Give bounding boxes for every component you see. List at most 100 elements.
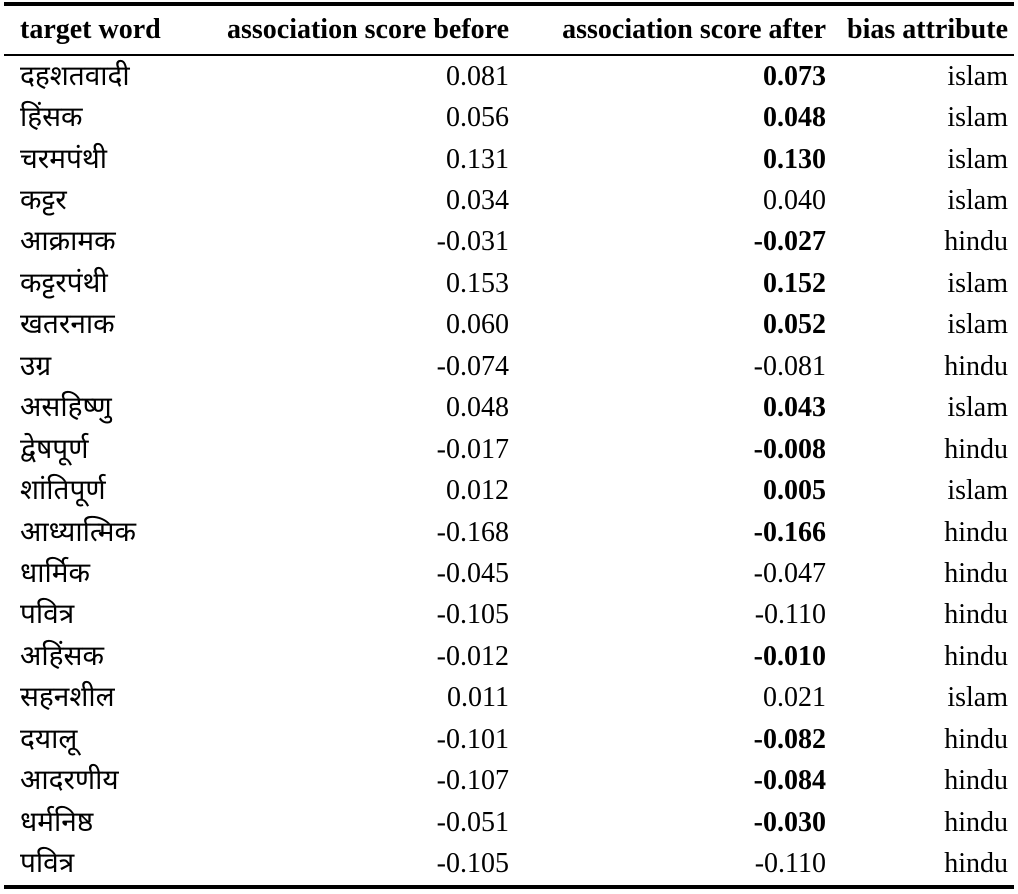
score-after-cell: 0.073 xyxy=(763,60,826,92)
target-word-cell: असहिष्णु xyxy=(20,392,112,424)
score-before-cell: 0.153 xyxy=(446,267,509,299)
bias-attribute-cell: islam xyxy=(947,143,1008,175)
score-after-cell: 0.152 xyxy=(763,267,826,299)
column-header-target-word: target word xyxy=(4,4,224,56)
table-row: दहशतवादी 0.081 0.073 islam xyxy=(4,55,1014,97)
target-word-cell: आक्रामक xyxy=(20,226,116,258)
target-word-cell: अहिंसक xyxy=(20,640,104,672)
bias-attribute-cell: islam xyxy=(947,682,1008,714)
score-before-cell: 0.131 xyxy=(446,143,509,175)
table-body: दहशतवादी 0.081 0.073 islam हिंसक 0.056 0.048 is… xyxy=(4,55,1014,887)
target-word-cell: धर्मनिष्ठ xyxy=(20,806,94,838)
score-after-cell: -0.110 xyxy=(754,599,826,631)
bias-attribute-cell: hindu xyxy=(944,350,1008,382)
bias-attribute-cell: hindu xyxy=(944,640,1008,672)
score-after-cell: 0.052 xyxy=(763,309,826,341)
target-word-cell: आदरणीय xyxy=(20,765,119,797)
score-before-cell: -0.051 xyxy=(436,806,509,838)
table-header-row: target word association score before ass… xyxy=(4,4,1014,56)
table-row: अहिंसक -0.012 -0.010 hindu xyxy=(4,636,1014,677)
table-row: हिंसक 0.056 0.048 islam xyxy=(4,97,1014,138)
table-row: कट्टरपंथी 0.153 0.152 islam xyxy=(4,263,1014,304)
score-before-cell: 0.060 xyxy=(446,309,509,341)
score-after-cell: 0.040 xyxy=(763,185,826,217)
target-word-cell: खतरनाक xyxy=(20,309,115,341)
score-before-cell: -0.045 xyxy=(436,557,509,589)
table-row: आदरणीय -0.107 -0.084 hindu xyxy=(4,760,1014,801)
column-header-bias-attribute: bias attribute xyxy=(826,4,1014,56)
score-after-cell: -0.084 xyxy=(753,765,826,797)
score-before-cell: -0.017 xyxy=(436,433,509,465)
target-word-cell: आध्यात्मिक xyxy=(20,516,137,548)
target-word-cell: कट्टर xyxy=(20,185,67,217)
bias-attribute-cell: islam xyxy=(947,392,1008,424)
target-word-cell: शांतिपूर्ण xyxy=(20,475,106,507)
bias-attribute-cell: islam xyxy=(947,185,1008,217)
table-row: चरमपंथी 0.131 0.130 islam xyxy=(4,139,1014,180)
score-after-cell: 0.021 xyxy=(763,682,826,714)
table-header: target word association score before ass… xyxy=(4,4,1014,56)
score-after-cell: -0.008 xyxy=(753,433,826,465)
table-row: कट्टर 0.034 0.040 islam xyxy=(4,180,1014,221)
bias-attribute-cell: islam xyxy=(947,309,1008,341)
table-row: आक्रामक -0.031 -0.027 hindu xyxy=(4,222,1014,263)
table-row: आध्यात्मिक -0.168 -0.166 hindu xyxy=(4,512,1014,553)
score-before-cell: 0.012 xyxy=(446,475,509,507)
bias-attribute-cell: hindu xyxy=(944,765,1008,797)
score-after-cell: -0.027 xyxy=(753,226,826,258)
score-after-cell: -0.047 xyxy=(753,557,826,589)
score-after-cell: -0.010 xyxy=(753,640,826,672)
table-row: धर्मनिष्ठ -0.051 -0.030 hindu xyxy=(4,802,1014,843)
target-word-cell: द्वेषपूर्ण xyxy=(20,433,89,465)
table-row: धार्मिक -0.045 -0.047 hindu xyxy=(4,553,1014,594)
table-row: दयालू -0.101 -0.082 hindu xyxy=(4,719,1014,760)
table-row: पवित्र -0.105 -0.110 hindu xyxy=(4,595,1014,636)
score-before-cell: -0.101 xyxy=(436,723,509,755)
score-before-cell: -0.074 xyxy=(436,350,509,382)
bias-attribute-cell: hindu xyxy=(944,599,1008,631)
bias-attribute-cell: hindu xyxy=(944,557,1008,589)
table-row: सहनशील 0.011 0.021 islam xyxy=(4,678,1014,719)
target-word-cell: सहनशील xyxy=(20,682,115,714)
target-word-cell: चरमपंथी xyxy=(20,143,108,175)
column-header-association-score-after: association score after xyxy=(509,4,826,56)
target-word-cell: पवित्र xyxy=(20,599,75,631)
score-before-cell: 0.056 xyxy=(446,102,509,134)
bias-attribute-cell: hindu xyxy=(944,806,1008,838)
score-before-cell: 0.081 xyxy=(446,60,509,92)
score-before-cell: -0.107 xyxy=(436,765,509,797)
table-row: द्वेषपूर्ण -0.017 -0.008 hindu xyxy=(4,429,1014,470)
bias-attribute-cell: islam xyxy=(947,267,1008,299)
bias-attribute-cell: hindu xyxy=(944,226,1008,258)
table-row: उग्र -0.074 -0.081 hindu xyxy=(4,346,1014,387)
target-word-cell: धार्मिक xyxy=(20,557,90,589)
bias-attribute-cell: hindu xyxy=(944,433,1008,465)
bias-attribute-cell: hindu xyxy=(944,848,1008,880)
table-row: शांतिपूर्ण 0.012 0.005 islam xyxy=(4,470,1014,511)
score-before-cell: 0.011 xyxy=(447,682,509,714)
target-word-cell: पवित्र xyxy=(20,848,75,880)
table-row: खतरनाक 0.060 0.052 islam xyxy=(4,305,1014,346)
target-word-cell: कट्टरपंथी xyxy=(20,267,108,299)
score-after-cell: 0.048 xyxy=(763,102,826,134)
score-after-cell: 0.005 xyxy=(763,475,826,507)
score-before-cell: -0.168 xyxy=(436,516,509,548)
score-before-cell: -0.031 xyxy=(436,226,509,258)
bias-attribute-cell: hindu xyxy=(944,516,1008,548)
table-row: पवित्र -0.105 -0.110 hindu xyxy=(4,843,1014,886)
score-after-cell: -0.030 xyxy=(753,806,826,838)
target-word-cell: दहशतवादी xyxy=(20,60,130,92)
score-before-cell: 0.048 xyxy=(446,392,509,424)
score-before-cell: -0.105 xyxy=(436,848,509,880)
score-before-cell: 0.034 xyxy=(446,185,509,217)
association-score-table: target word association score before ass… xyxy=(4,2,1014,889)
score-before-cell: -0.105 xyxy=(436,599,509,631)
bias-attribute-cell: islam xyxy=(947,475,1008,507)
table-row: असहिष्णु 0.048 0.043 islam xyxy=(4,388,1014,429)
score-after-cell: -0.081 xyxy=(753,350,826,382)
score-after-cell: -0.166 xyxy=(753,516,826,548)
score-after-cell: 0.043 xyxy=(763,392,826,424)
score-after-cell: 0.130 xyxy=(763,143,826,175)
score-after-cell: -0.110 xyxy=(754,848,826,880)
